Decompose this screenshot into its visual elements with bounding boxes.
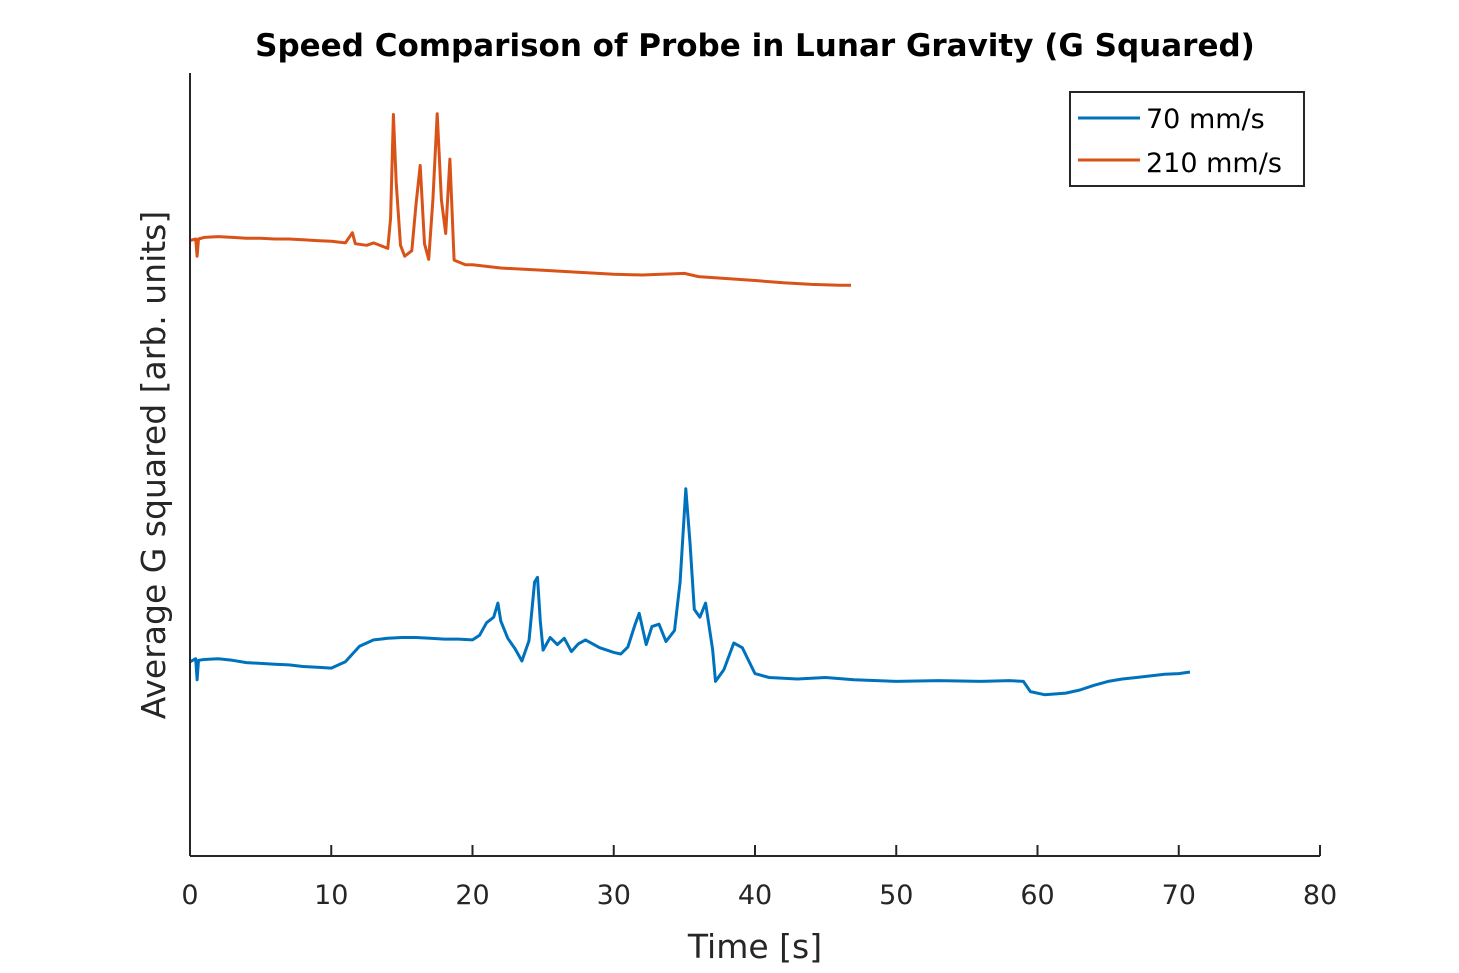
legend-label-210mms: 210 mm/s: [1146, 148, 1282, 179]
x-tick-label: 0: [181, 880, 198, 911]
x-tick-label: 20: [455, 880, 489, 911]
x-axis: 0 10 20 30 40 50 60 70 80: [181, 845, 1337, 911]
x-tick-label: 10: [314, 880, 348, 911]
series-line-210mms: [189, 112, 851, 287]
chart-title: Speed Comparison of Probe in Lunar Gravi…: [255, 28, 1255, 64]
x-axis-label: Time [s]: [687, 927, 822, 966]
legend-box: [1069, 91, 1305, 187]
x-tick-label: 40: [738, 880, 772, 911]
x-tick-label: 70: [1162, 880, 1196, 911]
y-axis-label: Average G squared [arb. units]: [134, 211, 173, 720]
x-tick-label: 50: [879, 880, 913, 911]
x-tick-label: 60: [1020, 880, 1054, 911]
series-line-70mms: [189, 487, 1191, 697]
plot-area: [189, 112, 1191, 697]
x-tick-label: 80: [1303, 880, 1337, 911]
legend: 70 mm/s 210 mm/s: [1069, 91, 1305, 187]
x-tick-label: 30: [597, 880, 631, 911]
legend-label-70mms: 70 mm/s: [1146, 104, 1265, 135]
